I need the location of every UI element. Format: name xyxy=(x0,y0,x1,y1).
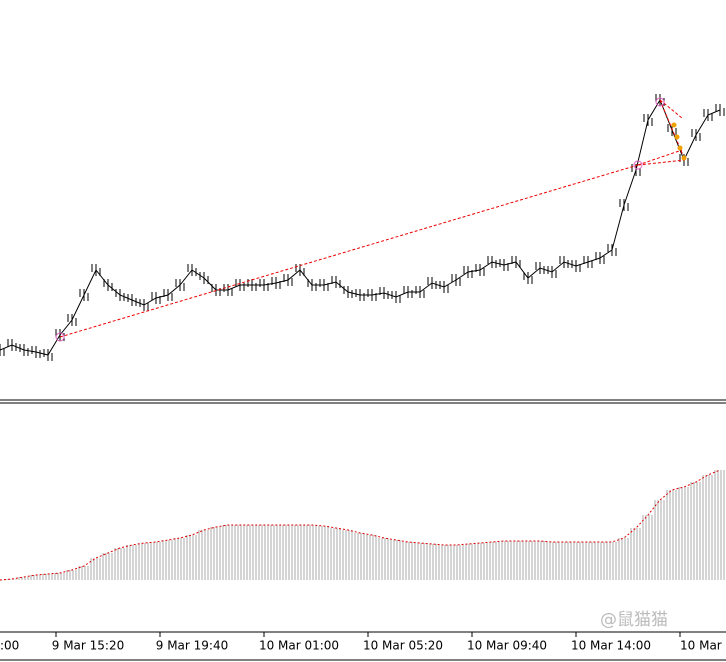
indicator-bar xyxy=(138,543,150,580)
indicator-bar xyxy=(198,530,210,580)
indicator-bar xyxy=(450,545,462,580)
indicator-bar xyxy=(402,542,414,580)
indicator-bar xyxy=(246,525,258,580)
indicator-bar xyxy=(30,575,42,580)
indicator-bar xyxy=(714,470,726,580)
indicator-bar xyxy=(114,548,126,580)
indicator-bar xyxy=(654,500,666,580)
indicator-bar xyxy=(570,542,582,580)
indicator-bar xyxy=(606,542,618,580)
indicator-bar xyxy=(102,553,114,580)
x-tick-label: 10 Mar 09:40 xyxy=(467,639,547,653)
markers xyxy=(55,97,665,342)
indicator-bar xyxy=(546,542,558,580)
x-axis: :00 9 Mar 15:20 9 Mar 19:40 10 Mar 01:00 10 … xyxy=(0,632,726,653)
indicator-bar xyxy=(18,577,30,580)
indicator-bar xyxy=(78,566,90,580)
indicator-bar xyxy=(702,475,714,580)
indicator-bar xyxy=(258,525,270,580)
indicator-bar xyxy=(414,543,426,580)
x-tick-label: 10 Mar 1 xyxy=(680,639,726,653)
indicator-bar xyxy=(498,541,510,580)
indicator-bar xyxy=(342,530,354,580)
x-tick-label: 9 Mar 15:20 xyxy=(52,639,125,653)
indicator-bar xyxy=(354,533,366,580)
indicator-bar xyxy=(270,525,282,580)
indicator-bar xyxy=(582,542,594,580)
indicator-bar xyxy=(318,526,330,580)
watermark: @鼠猫猫 xyxy=(600,610,668,630)
indicator-bar xyxy=(54,573,66,580)
indicator-bar xyxy=(42,574,54,580)
indicator-bar xyxy=(330,528,342,580)
x-tick-label: 10 Mar 14:00 xyxy=(571,639,651,653)
indicator-bar xyxy=(366,535,378,580)
indicator-bar xyxy=(390,540,402,580)
indicator-bar xyxy=(558,542,570,580)
indicator-bar xyxy=(690,482,702,580)
x-tick-label: :00 xyxy=(0,639,19,653)
indicator-bar xyxy=(306,525,318,580)
indicator-bar xyxy=(618,538,630,580)
indicator-bar xyxy=(162,540,174,580)
indicator-bar xyxy=(150,542,162,580)
indicator-bar xyxy=(666,490,678,580)
indicator-bar xyxy=(0,580,6,581)
indicator-bar xyxy=(186,535,198,580)
x-tick-label: 9 Mar 19:40 xyxy=(156,639,229,653)
indicator-bar xyxy=(234,525,246,580)
indicator-line xyxy=(0,469,721,581)
arrows xyxy=(671,122,687,161)
indicator-bar xyxy=(630,528,642,580)
indicator-bar xyxy=(510,541,522,580)
indicator-bar xyxy=(294,525,306,580)
indicator-bar xyxy=(642,515,654,580)
x-tick-label: 10 Mar 05:20 xyxy=(363,639,443,653)
indicator-panel xyxy=(0,469,726,581)
indicator-bar xyxy=(438,545,450,580)
price-panel xyxy=(0,94,725,361)
indicator-bar xyxy=(90,558,102,580)
indicator-bar xyxy=(174,538,186,580)
indicator-bar xyxy=(534,541,546,580)
indicator-bar xyxy=(522,541,534,580)
indicator-bar xyxy=(462,544,474,580)
indicator-bar xyxy=(678,487,690,580)
indicator-bar xyxy=(222,525,234,580)
indicator-bar xyxy=(282,525,294,580)
indicator-bar xyxy=(378,538,390,580)
indicator-bar xyxy=(66,570,78,580)
indicator-bar xyxy=(594,542,606,580)
indicator-bar xyxy=(6,579,18,580)
indicator-bar xyxy=(126,545,138,580)
indicator-bar xyxy=(426,544,438,580)
x-tick-label: 10 Mar 01:00 xyxy=(259,639,339,653)
indicator-bar xyxy=(474,543,486,580)
indicator-bar xyxy=(486,542,498,580)
indicator-bar xyxy=(210,527,222,580)
trend-lines xyxy=(59,99,686,338)
price-line xyxy=(0,98,721,356)
